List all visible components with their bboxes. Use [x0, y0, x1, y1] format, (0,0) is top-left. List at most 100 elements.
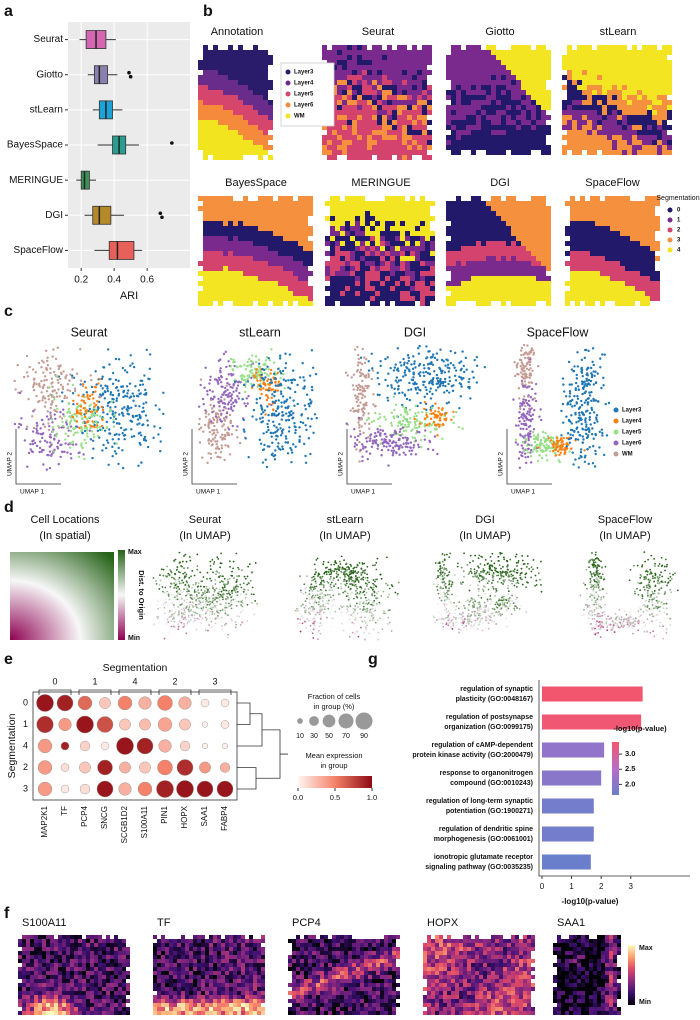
- cell-point: [273, 373, 275, 375]
- spot: [367, 95, 372, 100]
- spot: [395, 221, 400, 226]
- spot: [521, 85, 526, 90]
- spot: [466, 291, 471, 296]
- spot: [506, 140, 511, 145]
- spot: [360, 281, 365, 286]
- spot: [233, 271, 238, 276]
- spot: [466, 65, 471, 70]
- spot: [546, 211, 551, 216]
- spot: [298, 296, 303, 301]
- spot: [501, 110, 506, 115]
- spot: [645, 301, 650, 306]
- spot: [546, 95, 551, 100]
- spot: [370, 241, 375, 246]
- spot: [471, 65, 476, 70]
- spot: [456, 55, 461, 60]
- spot: [278, 246, 283, 251]
- spot: [531, 90, 536, 95]
- spot: [303, 266, 308, 271]
- spot: [667, 70, 672, 75]
- spot: [372, 70, 377, 75]
- spot: [657, 135, 662, 140]
- cell-point: [299, 376, 301, 378]
- spot: [570, 211, 575, 216]
- spot: [617, 70, 622, 75]
- spot: [620, 266, 625, 271]
- spot: [392, 135, 397, 140]
- map-title: BayesSpace: [225, 177, 287, 189]
- cell-point: [90, 374, 92, 376]
- cell-point: [142, 407, 144, 409]
- cell-point: [285, 419, 287, 421]
- spot: [293, 226, 298, 231]
- cell-point: [126, 371, 128, 373]
- spot: [526, 241, 531, 246]
- spot: [620, 281, 625, 286]
- spot: [481, 296, 486, 301]
- spot: [501, 100, 506, 105]
- box: [94, 66, 107, 84]
- spot: [370, 221, 375, 226]
- spot: [253, 221, 258, 226]
- spot: [466, 296, 471, 301]
- spot: [590, 201, 595, 206]
- spot: [392, 100, 397, 105]
- spot: [511, 90, 516, 95]
- spot: [546, 286, 551, 291]
- spot: [402, 50, 407, 55]
- spot: [385, 301, 390, 306]
- legend-swatch: [286, 92, 291, 97]
- spot: [308, 291, 313, 296]
- spot: [446, 286, 451, 291]
- spot: [617, 145, 622, 150]
- spot: [476, 246, 481, 251]
- spot: [243, 150, 248, 155]
- cell-point: [360, 417, 362, 419]
- spot: [273, 261, 278, 266]
- spot: [481, 266, 486, 271]
- spot: [303, 286, 308, 291]
- spot: [430, 281, 435, 286]
- spot: [575, 241, 580, 246]
- spot: [635, 216, 640, 221]
- cell-point: [268, 389, 270, 391]
- spot: [456, 286, 461, 291]
- spot: [337, 85, 342, 90]
- spot: [377, 135, 382, 140]
- spot: [526, 221, 531, 226]
- spot: [577, 150, 582, 155]
- cell-point: [38, 451, 40, 453]
- spot: [330, 216, 335, 221]
- spot: [390, 216, 395, 221]
- spot: [570, 251, 575, 256]
- spot: [511, 281, 516, 286]
- spot: [425, 211, 430, 216]
- spot: [610, 216, 615, 221]
- spot: [203, 221, 208, 226]
- spot: [536, 271, 541, 276]
- spot: [565, 201, 570, 206]
- cell-point: [269, 359, 271, 361]
- spot: [360, 291, 365, 296]
- spot: [461, 276, 466, 281]
- spot: [461, 281, 466, 286]
- spot: [410, 216, 415, 221]
- spot: [476, 296, 481, 301]
- spot: [213, 45, 218, 50]
- spot: [590, 286, 595, 291]
- spot: [415, 211, 420, 216]
- spot: [501, 145, 506, 150]
- spot: [575, 261, 580, 266]
- spot: [233, 291, 238, 296]
- spot: [595, 221, 600, 226]
- spot: [412, 65, 417, 70]
- spot: [632, 115, 637, 120]
- spot: [385, 246, 390, 251]
- cell-point: [32, 443, 34, 445]
- cell-point: [268, 403, 270, 405]
- cell-point: [256, 398, 258, 400]
- spot: [635, 271, 640, 276]
- spot: [263, 271, 268, 276]
- spot: [345, 231, 350, 236]
- cell-point: [159, 450, 161, 452]
